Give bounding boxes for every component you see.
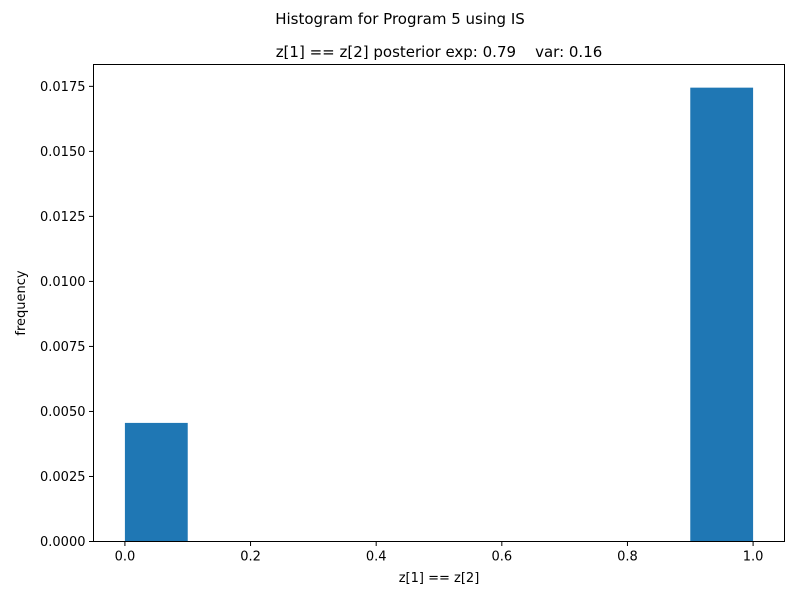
x-tick-label-2: 0.4 xyxy=(366,550,387,565)
y-axis-ticks: 0.0000 0.0025 0.0050 0.0075 0.0100 0.0125 0.01… xyxy=(40,80,94,550)
y-tick-label-0: 0.0000 xyxy=(40,535,86,550)
chart-title: z[1] == z[2] posterior exp: 0.79 var: 0.… xyxy=(276,43,603,61)
x-tick-label-4: 0.8 xyxy=(617,550,638,565)
y-tick-label-6: 0.0150 xyxy=(40,145,86,160)
y-tick-label-5: 0.0125 xyxy=(40,210,86,225)
x-tick-label-1: 0.2 xyxy=(240,550,261,565)
figure-suptitle: Histogram for Program 5 using IS xyxy=(275,10,525,28)
bars-group xyxy=(124,87,754,542)
x-axis-label: z[1] == z[2] xyxy=(399,571,480,586)
x-tick-label-0: 0.0 xyxy=(115,550,136,565)
y-tick-label-1: 0.0025 xyxy=(40,470,86,485)
y-tick-label-3: 0.0075 xyxy=(40,340,86,355)
histogram-bar-0 xyxy=(124,422,188,542)
x-tick-label-5: 1.0 xyxy=(743,550,764,565)
histogram-bar-1 xyxy=(690,87,754,542)
y-tick-label-4: 0.0100 xyxy=(40,275,86,290)
y-axis-label: frequency xyxy=(14,270,29,336)
x-axis-ticks: 0.0 0.2 0.4 0.6 0.8 1.0 xyxy=(115,541,764,565)
y-tick-label-2: 0.0050 xyxy=(40,405,86,420)
y-tick-label-7: 0.0175 xyxy=(40,80,86,95)
plot-frame xyxy=(93,64,785,542)
x-tick-label-3: 0.6 xyxy=(491,550,512,565)
